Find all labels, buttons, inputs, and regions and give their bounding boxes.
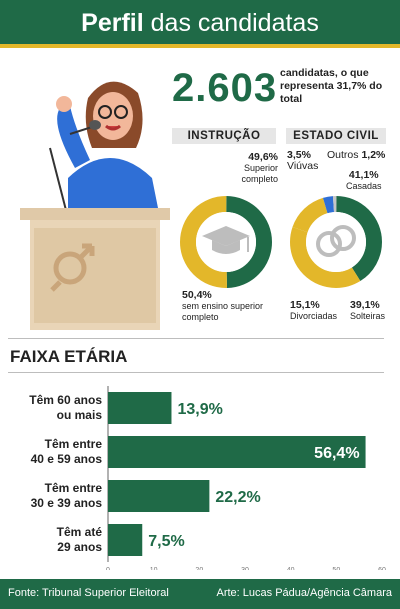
value-label: 22,2% — [215, 489, 260, 506]
age-chart-title: FAIXA ETÁRIA — [10, 347, 128, 366]
category-label: Têm até — [57, 525, 103, 539]
value-label: 56,4% — [314, 445, 359, 462]
civil-solteiras-legend: 39,1% Solteiras — [350, 299, 386, 322]
slice-outros — [290, 196, 382, 288]
bar — [108, 524, 143, 556]
section-divider — [8, 372, 384, 373]
slice-superior-completo — [180, 196, 272, 288]
x-tick-label: 10 — [150, 567, 158, 570]
category-label: 40 e 59 anos — [31, 452, 103, 466]
footer: Fonte: Tribunal Superior Eleitoral Arte:… — [0, 579, 400, 609]
x-tick-label: 40 — [287, 567, 295, 570]
x-tick-label: 0 — [106, 567, 110, 570]
microphone-icon — [89, 120, 101, 130]
value-label: 7,5% — [148, 533, 184, 550]
female-symbol-icon — [50, 243, 95, 292]
civil-casadas-legend: 41,1% Casadas — [346, 169, 382, 192]
speaker-woman-illustration — [20, 81, 170, 330]
footer-credit: Arte: Lucas Pádua/Agência Câmara — [216, 587, 393, 599]
civil-viuvas-legend: 3,5% Viúvas — [287, 149, 319, 172]
wedding-rings-icon — [316, 225, 356, 257]
category-label: 30 e 39 anos — [31, 496, 103, 510]
section-divider — [8, 338, 384, 339]
x-tick-label: 60 — [378, 567, 386, 570]
civil-outros-legend: Outros 1,2% — [327, 149, 386, 161]
footer-source: Fonte: Tribunal Superior Eleitoral — [8, 587, 169, 599]
x-tick-label: 20 — [195, 567, 203, 570]
total-candidates: 2.603 — [172, 66, 278, 110]
category-label: Têm entre — [45, 437, 103, 451]
category-label: ou mais — [57, 408, 103, 422]
category-label: Têm 60 anos — [29, 393, 102, 407]
slice-solteiras — [290, 196, 382, 288]
slice-sem-superior — [180, 196, 272, 288]
total-description: candidatas, o que representa 31,7% do to… — [280, 67, 383, 105]
header-banner — [0, 0, 400, 48]
education-without-legend: 50,4% sem ensino superior completo — [182, 289, 264, 323]
civil-status-donut — [290, 196, 382, 288]
raised-hand-icon — [56, 96, 72, 112]
civil-divorciadas-legend: 15,1% Divorciadas — [290, 299, 338, 322]
page-title: Perfil das candidatas — [81, 9, 319, 37]
education-donut — [180, 196, 272, 288]
education-label: INSTRUÇÃO — [172, 128, 276, 144]
value-label: 13,9% — [177, 401, 222, 418]
bar — [108, 480, 210, 512]
bar — [108, 392, 172, 424]
category-label: 29 anos — [57, 540, 102, 554]
x-tick-label: 30 — [241, 567, 249, 570]
slice-casadas — [290, 196, 382, 288]
civil-status-label: ESTADO CIVIL — [286, 128, 386, 144]
education-complete-legend: 49,6% Superior completo — [241, 151, 278, 185]
graduation-cap-icon — [202, 226, 250, 254]
category-label: Têm entre — [45, 481, 103, 495]
bar — [108, 436, 366, 468]
x-tick-label: 50 — [332, 567, 340, 570]
donut-center — [306, 212, 366, 272]
